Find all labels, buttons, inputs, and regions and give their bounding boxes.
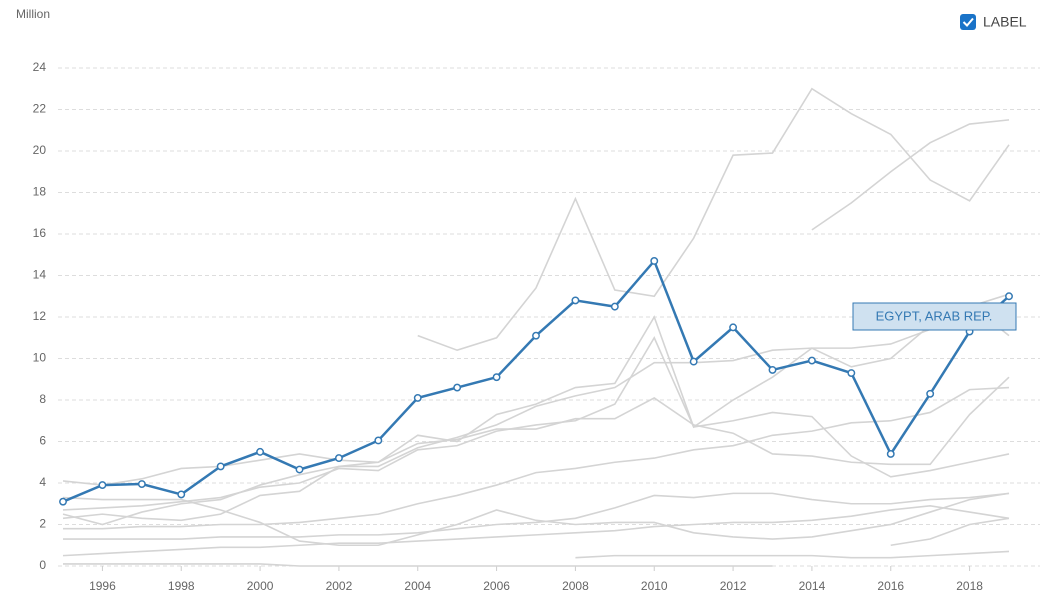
- y-tick-label: 14: [33, 268, 47, 282]
- point: [689, 357, 698, 366]
- y-tick-label: 0: [39, 558, 46, 572]
- y-tick-label: 18: [33, 185, 47, 199]
- y-tick-label: 12: [33, 309, 47, 323]
- point: [610, 302, 619, 311]
- series-line: [63, 563, 773, 567]
- checkbox[interactable]: [960, 14, 976, 30]
- point: [886, 450, 895, 458]
- series-line: [62, 376, 1010, 522]
- series-line: [890, 517, 1010, 547]
- series-line: [811, 119, 1010, 231]
- point: [571, 296, 580, 305]
- point: [492, 373, 501, 382]
- x-tick-label: 2008: [562, 579, 589, 593]
- x-tick-label: 2012: [720, 579, 747, 593]
- x-tick-label: 2004: [404, 579, 431, 593]
- x-tick-label: 2000: [247, 579, 274, 593]
- x-tick-label: 2018: [956, 579, 983, 593]
- x-tick-label: 2016: [877, 579, 904, 593]
- point: [334, 454, 343, 463]
- point: [59, 497, 67, 506]
- point: [177, 490, 186, 499]
- point: [295, 465, 304, 474]
- point: [926, 389, 935, 398]
- y-tick-label: 4: [39, 475, 46, 489]
- y-tick-label: 24: [33, 60, 47, 74]
- point: [413, 393, 422, 402]
- point: [729, 323, 738, 332]
- series-line: [63, 386, 1010, 530]
- point: [650, 257, 659, 265]
- point: [137, 480, 146, 488]
- series-line: [62, 492, 1010, 547]
- series-line: [575, 550, 1010, 559]
- x-tick-label: 1998: [168, 579, 195, 593]
- point: [768, 365, 777, 374]
- y-tick-label: 10: [33, 351, 47, 365]
- point: [374, 436, 383, 445]
- point: [453, 383, 462, 392]
- x-tick-label: 2002: [326, 579, 353, 593]
- y-tick-label: 2: [39, 517, 46, 531]
- point: [847, 369, 856, 377]
- y-tick-label: 16: [33, 226, 47, 240]
- y-tick-label: 22: [33, 102, 47, 116]
- point: [807, 356, 816, 365]
- checkmark: [962, 17, 974, 27]
- point: [532, 331, 540, 340]
- y-tick-label: 8: [39, 392, 46, 406]
- label-toggle[interactable]: LABEL: [960, 14, 1027, 30]
- checkbox-label[interactable]: LABEL: [983, 14, 1027, 30]
- point: [98, 481, 107, 490]
- x-tick-label: 2014: [799, 579, 826, 593]
- point: [216, 462, 225, 471]
- y-tick-label: 6: [39, 434, 46, 448]
- series-line: [417, 87, 1010, 352]
- y-axis-label: Million: [16, 7, 50, 21]
- x-tick-label: 2006: [483, 579, 510, 593]
- series-line: [62, 505, 1010, 557]
- x-tick-label: 2010: [641, 579, 668, 593]
- series-line: [62, 258, 1010, 503]
- y-tick-label: 20: [33, 143, 47, 157]
- series-label-box: [852, 302, 1017, 331]
- point: [256, 447, 265, 456]
- x-tick-label: 1996: [89, 579, 116, 593]
- series-line: [62, 336, 1010, 511]
- point: [1005, 292, 1013, 301]
- series-line: [63, 492, 1010, 540]
- series-label: EGYPT, ARAB REP.: [876, 308, 993, 323]
- series-line: [62, 303, 1010, 526]
